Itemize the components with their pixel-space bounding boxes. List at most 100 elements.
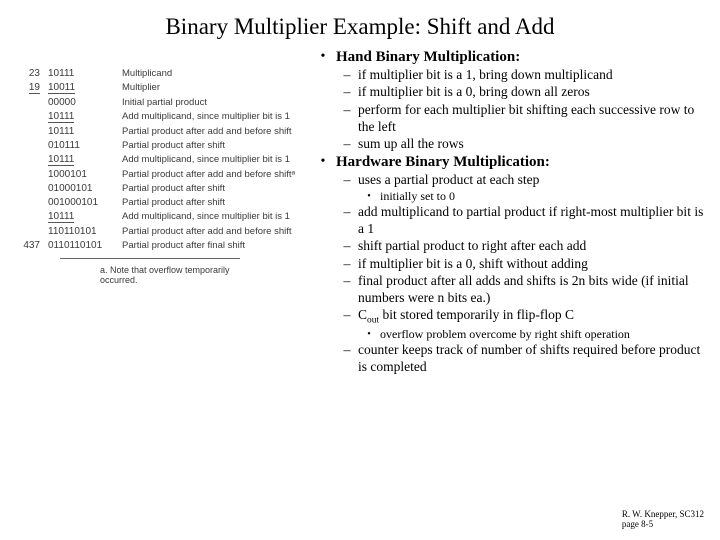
list-item: –final product after all adds and shifts… — [310, 273, 710, 307]
dash-icon: – — [336, 204, 358, 238]
item-text: add multiplicand to partial product if r… — [358, 204, 710, 238]
table-row: 01000101Partial product after shift — [10, 181, 299, 195]
list-item: –add multiplicand to partial product if … — [310, 204, 710, 238]
decimal-value: 437 — [10, 238, 44, 252]
footnote: a. Note that overflow temporarily occurr… — [60, 258, 240, 285]
list-item: –sum up all the rows — [310, 136, 710, 154]
bullet-icon: • — [310, 153, 336, 172]
item-text: sum up all the rows — [358, 136, 710, 154]
binary-value: 00000 — [44, 95, 118, 109]
step-description: Partial product after final shift — [118, 238, 299, 252]
list-item: –perform for each multiplier bit shiftin… — [310, 102, 710, 136]
decimal-value: 19 — [10, 80, 44, 95]
decimal-value — [10, 195, 44, 209]
decimal-value — [10, 209, 44, 224]
table-row: 10111Partial product after add and befor… — [10, 124, 299, 138]
step-description: Add multiplicand, since multiplier bit i… — [118, 152, 299, 167]
decimal-value — [10, 167, 44, 181]
table-row: 2310111Multiplicand — [10, 66, 299, 80]
list-item: –shift partial product to right after ea… — [310, 238, 710, 256]
dash-icon: – — [336, 342, 358, 376]
table-row: 10111Add multiplicand, since multiplier … — [10, 109, 299, 124]
decimal-value — [10, 152, 44, 167]
list-item: –counter keeps track of number of shifts… — [310, 342, 710, 376]
binary-value: 10111 — [44, 209, 118, 224]
item-text: if multiplier bit is a 0, bring down all… — [358, 84, 710, 102]
step-description: Multiplicand — [118, 66, 299, 80]
dash-icon: – — [336, 67, 358, 85]
item-text: shift partial product to right after eac… — [358, 238, 710, 256]
step-description: Partial product after shift — [118, 181, 299, 195]
item-text: final product after all adds and shifts … — [358, 273, 710, 307]
multiplication-table: 2310111Multiplicand1910011Multiplier0000… — [10, 66, 299, 252]
table-row: 010111Partial product after shift — [10, 138, 299, 152]
dash-icon: – — [336, 238, 358, 256]
sub-bullet-icon: • — [358, 189, 380, 204]
item-text: if multiplier bit is a 1, bring down mul… — [358, 67, 710, 85]
dash-icon: – — [336, 102, 358, 136]
decimal-value — [10, 124, 44, 138]
binary-value: 010111 — [44, 138, 118, 152]
table-row: 10111Add multiplicand, since multiplier … — [10, 209, 299, 224]
right-column: •Hand Binary Multiplication:–if multipli… — [310, 48, 710, 376]
section-heading: •Hardware Binary Multiplication: — [310, 153, 710, 172]
table-row: 10111Add multiplicand, since multiplier … — [10, 152, 299, 167]
dash-icon: – — [336, 307, 358, 328]
table-row: 4370110110101Partial product after final… — [10, 238, 299, 252]
table-row: 1000101Partial product after add and bef… — [10, 167, 299, 181]
table-row: 001000101Partial product after shift — [10, 195, 299, 209]
dash-icon: – — [336, 273, 358, 307]
left-column: 2310111Multiplicand1910011Multiplier0000… — [8, 48, 310, 376]
binary-value: 1000101 — [44, 167, 118, 181]
sub-list-item: •initially set to 0 — [310, 189, 710, 204]
dash-icon: – — [336, 84, 358, 102]
section-heading: •Hand Binary Multiplication: — [310, 48, 710, 67]
table-row: 00000Initial partial product — [10, 95, 299, 109]
list-item: –if multiplier bit is a 1, bring down mu… — [310, 67, 710, 85]
list-item: –if multiplier bit is a 0, bring down al… — [310, 84, 710, 102]
list-item: –if multiplier bit is a 0, shift without… — [310, 256, 710, 274]
step-description: Add multiplicand, since multiplier bit i… — [118, 109, 299, 124]
step-description: Partial product after shift — [118, 138, 299, 152]
table-row: 1910011Multiplier — [10, 80, 299, 95]
step-description: Add multiplicand, since multiplier bit i… — [118, 209, 299, 224]
list-item: –uses a partial product at each step — [310, 172, 710, 190]
heading-text: Hardware Binary Multiplication: — [336, 153, 550, 172]
decimal-value — [10, 109, 44, 124]
step-description: Initial partial product — [118, 95, 299, 109]
credit-line-2: page 8-5 — [622, 520, 704, 530]
sub-item-text: initially set to 0 — [380, 189, 710, 204]
content-area: 2310111Multiplicand1910011Multiplier0000… — [0, 48, 720, 376]
binary-value: 10011 — [44, 80, 118, 95]
sub-list-item: •overflow problem overcome by right shif… — [310, 327, 710, 342]
binary-value: 0110110101 — [44, 238, 118, 252]
list-item: –Cout bit stored temporarily in flip-flo… — [310, 307, 710, 328]
binary-value: 10111 — [44, 124, 118, 138]
decimal-value — [10, 95, 44, 109]
binary-value: 10111 — [44, 152, 118, 167]
decimal-value: 23 — [10, 66, 44, 80]
binary-value: 110110101 — [44, 224, 118, 238]
item-text: Cout bit stored temporarily in flip-flop… — [358, 307, 710, 328]
binary-value: 01000101 — [44, 181, 118, 195]
sub-bullet-icon: • — [358, 327, 380, 342]
table-row: 110110101Partial product after add and b… — [10, 224, 299, 238]
item-text: perform for each multiplier bit shifting… — [358, 102, 710, 136]
decimal-value — [10, 138, 44, 152]
binary-value: 001000101 — [44, 195, 118, 209]
bullet-icon: • — [310, 48, 336, 67]
item-text: if multiplier bit is a 0, shift without … — [358, 256, 710, 274]
decimal-value — [10, 224, 44, 238]
decimal-value — [10, 181, 44, 195]
binary-value: 10111 — [44, 109, 118, 124]
binary-value: 10111 — [44, 66, 118, 80]
item-text: uses a partial product at each step — [358, 172, 710, 190]
item-text: counter keeps track of number of shifts … — [358, 342, 710, 376]
dash-icon: – — [336, 256, 358, 274]
step-description: Partial product after add and before shi… — [118, 124, 299, 138]
page-title: Binary Multiplier Example: Shift and Add — [0, 0, 720, 48]
dash-icon: – — [336, 136, 358, 154]
step-description: Partial product after add and before shi… — [118, 167, 299, 181]
step-description: Multiplier — [118, 80, 299, 95]
dash-icon: – — [336, 172, 358, 190]
